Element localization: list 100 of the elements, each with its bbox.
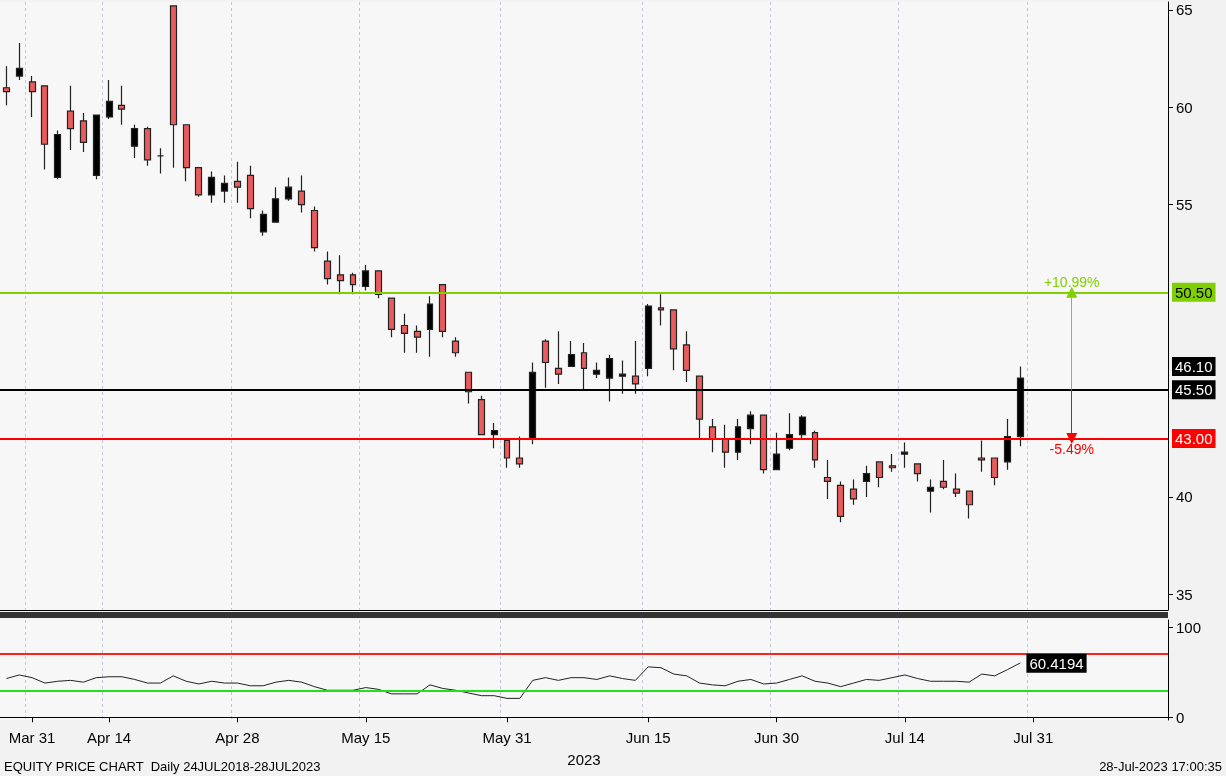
candlestick — [682, 330, 691, 383]
x-tick-label: May 15 — [341, 729, 391, 746]
candlestick — [156, 147, 165, 175]
candlestick — [323, 250, 332, 286]
candlestick — [759, 414, 768, 475]
candlestick — [117, 85, 126, 126]
candlestick — [400, 313, 409, 354]
candlestick — [900, 441, 909, 469]
candlestick — [413, 324, 422, 354]
candlestick — [990, 457, 999, 486]
candlestick — [490, 422, 499, 449]
candlestick — [695, 375, 704, 440]
y-tick-label: 65 — [1176, 1, 1193, 19]
candlestick — [977, 439, 986, 473]
candlestick — [246, 165, 255, 219]
candlestick — [477, 395, 486, 436]
candlestick — [284, 176, 293, 202]
candlestick — [952, 472, 961, 498]
candlestick — [2, 65, 11, 106]
annotation: +10.99% — [1043, 274, 1100, 291]
candlestick — [798, 414, 807, 440]
candlestick — [79, 112, 88, 153]
candlestick — [451, 336, 460, 358]
x-tick-label: Apr 14 — [87, 729, 132, 746]
x-tick-label: Jul 31 — [1013, 729, 1054, 746]
candlestick — [913, 463, 922, 482]
ref-line-label: 45.50 — [1175, 381, 1213, 399]
candlestick — [644, 303, 653, 377]
candlestick — [669, 309, 678, 371]
candlestick — [541, 338, 550, 389]
candlestick — [426, 295, 434, 358]
candlestick — [194, 167, 203, 198]
candlestick — [15, 42, 24, 81]
candlestick — [169, 5, 178, 169]
candlestick — [349, 272, 357, 295]
candlestick — [939, 459, 948, 490]
line-series — [5, 662, 1021, 699]
candlestick — [926, 478, 935, 514]
candlestick — [310, 206, 319, 253]
text: 46.10 — [1175, 358, 1213, 376]
candlestick — [580, 342, 588, 391]
candlestick — [259, 209, 268, 237]
candlestick — [554, 330, 563, 385]
candlestick — [220, 174, 229, 204]
candlestick — [387, 297, 396, 338]
candlestick — [708, 418, 717, 453]
candlestick — [721, 424, 730, 469]
candlestick — [297, 174, 306, 214]
candlestick — [40, 85, 49, 171]
candlestick — [965, 490, 974, 520]
x-tick-label: Jul 14 — [884, 729, 925, 746]
candlestick — [66, 85, 75, 151]
candlestick — [361, 264, 370, 292]
data-label: 60.4194 — [1029, 654, 1084, 672]
candlestick — [130, 124, 139, 159]
candlestick — [92, 114, 101, 180]
candlestick — [862, 465, 871, 498]
candlestick — [271, 186, 280, 223]
y-tick-label: 100 — [1176, 618, 1202, 636]
candlestick — [182, 124, 191, 182]
candlestick — [657, 293, 665, 327]
annotation: -5.49% — [1049, 440, 1094, 457]
candlestick — [849, 478, 858, 506]
candlestick — [811, 430, 819, 469]
candlestick — [503, 439, 511, 469]
ref-line-label: 43.00 — [1175, 430, 1213, 448]
candlestick — [875, 461, 884, 488]
candlestick — [836, 480, 845, 523]
candlestick — [1003, 418, 1012, 471]
y-tick-label: 0 — [1176, 708, 1185, 726]
candlestick — [207, 170, 216, 204]
x-tick-label: Jun 30 — [754, 729, 800, 746]
x-tick-label: Mar 31 — [8, 729, 56, 746]
text: 28-Jul-2023 17:00:35 — [1099, 759, 1222, 774]
candlestick — [772, 432, 781, 471]
candlestick — [746, 410, 755, 445]
candlestick — [28, 75, 37, 118]
x-tick-label: Apr 28 — [215, 729, 260, 746]
x-tick-label: May 31 — [482, 729, 532, 746]
candlestick — [567, 340, 576, 368]
candlestick — [143, 126, 152, 167]
y-tick-label: 35 — [1176, 585, 1193, 603]
candlestick — [105, 79, 114, 120]
y-tick-label: 60 — [1176, 98, 1193, 116]
y-tick-label: 40 — [1176, 488, 1193, 506]
candlestick — [374, 270, 383, 299]
text: EQUITY PRICE CHART Daily 24JUL2018-28JUL2023 — [4, 759, 321, 774]
candlestick — [823, 459, 832, 500]
y-tick-label: 55 — [1176, 196, 1193, 214]
candlestick — [233, 161, 242, 204]
candlestick — [631, 340, 640, 395]
candlestick — [438, 283, 447, 338]
candlestick — [888, 453, 897, 473]
candlestick — [53, 130, 62, 180]
candlestick — [592, 361, 601, 379]
x-tick-label: Jun 15 — [625, 729, 671, 746]
x-axis-title: 2023 — [567, 751, 601, 768]
ref-line-label: 50.50 — [1175, 283, 1213, 301]
candlestick — [336, 254, 345, 295]
candlestick — [515, 435, 524, 469]
